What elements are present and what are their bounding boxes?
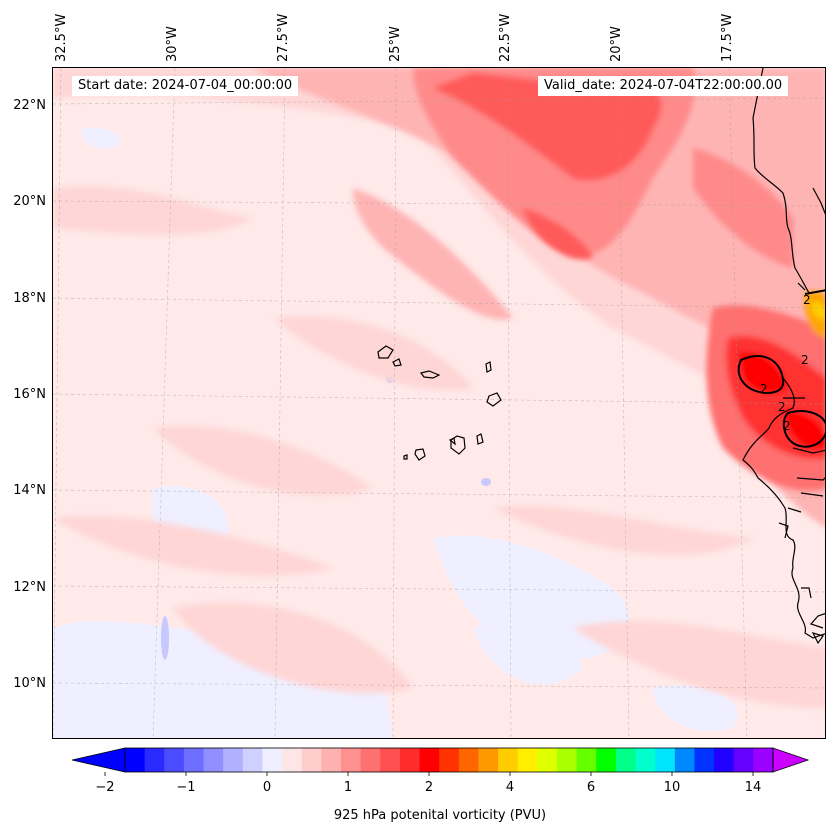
colorbar-segment [164,748,185,772]
lat-label-18n: 18°N [13,291,46,306]
colorbar-segment [419,748,440,772]
colorbar-segment [615,748,637,772]
pv-band-red [433,73,662,259]
contour-label: 2 [760,382,768,396]
colorbar-segment [655,748,676,772]
colorbar-segment [360,748,381,772]
colorbar-segment [282,748,303,772]
valid-date-label: Valid_date: 2024-07-04T22:00:00.00 [538,76,789,96]
contour-label: 2 [778,400,786,414]
colorbar-label: 925 hPa potenital vorticity (PVU) [333,808,547,823]
colorbar-segment [576,748,597,772]
lat-label-14n: 14°N [13,483,46,498]
lat-label-22n: 22°N [13,98,46,113]
cb-tick-label: 10 [663,780,681,795]
colorbar-segment [183,748,205,772]
colorbar-segment [144,748,165,772]
cb-tick-label: 4 [505,780,515,795]
lon-label-32.5w: 32.5°W [54,13,69,62]
lon-label-27.5w: 27.5°W [276,13,291,62]
contour-label: 2 [801,353,809,367]
cb-tick-label: 1 [343,780,353,795]
cb-tick-label: 6 [586,780,596,795]
colorbar-segment [537,748,558,772]
cb-tick-label: 14 [744,780,762,795]
colorbar-segment [635,748,656,772]
lat-label-20n: 20°N [13,194,46,209]
colorbar-segment [458,748,479,772]
colorbar-segment [557,748,578,772]
colorbar-segment [301,748,322,772]
start-date-label: Start date: 2024-07-04_00:00:00 [72,76,299,96]
colorbar-segment [125,748,146,772]
colorbar-segment [262,748,283,772]
colorbar-segment [674,748,695,772]
lon-label-25w: 25°W [388,26,403,62]
cb-tick-label: −1 [176,780,196,795]
colorbar-segment [498,748,519,772]
colorbar-segment [596,748,617,772]
colorbar-segment [203,748,224,772]
lat-label-10n: 10°N [13,676,46,691]
colorbar-under-arrow [71,747,126,773]
colorbar-segment [517,748,538,772]
graticule [53,68,825,738]
pv-contour-labels: 2 2 2 2 2 [760,293,811,433]
colorbar-segment [714,748,735,772]
colorbar-segment [341,748,362,772]
colorbar-segment [694,748,715,772]
colorbar-frame [124,747,774,773]
colorbar-segment [478,748,499,772]
cb-tick-label: 2 [424,780,434,795]
colorbar-segment [380,748,401,772]
pv-colorbar [71,747,810,776]
lon-label-30w: 30°W [165,26,180,62]
pv-contour-map: 2 2 2 2 2 [53,68,825,738]
colorbar-segment [399,748,421,772]
cape-verde-islands [377,345,502,461]
colorbar-over-arrow [772,747,810,773]
lon-label-17.5w: 17.5°W [720,13,735,62]
colorbar-segment [223,748,244,772]
cb-tick-label: −2 [95,780,115,795]
colorbar-segment [733,748,754,772]
contour-label: 2 [783,419,791,433]
cb-tick-label: 0 [262,780,272,795]
contour-label: 2 [803,293,811,307]
colorbar-segment [439,748,460,772]
colorbar-segment [753,748,774,772]
lon-label-22.5w: 22.5°W [498,13,513,62]
colorbar-segment [321,748,342,772]
lat-label-16n: 16°N [13,387,46,402]
map-panel[interactable]: 2 2 2 2 2 [52,67,826,739]
lat-label-12n: 12°N [13,580,46,595]
colorbar-segment [242,748,263,772]
lon-label-20w: 20°W [609,26,624,62]
